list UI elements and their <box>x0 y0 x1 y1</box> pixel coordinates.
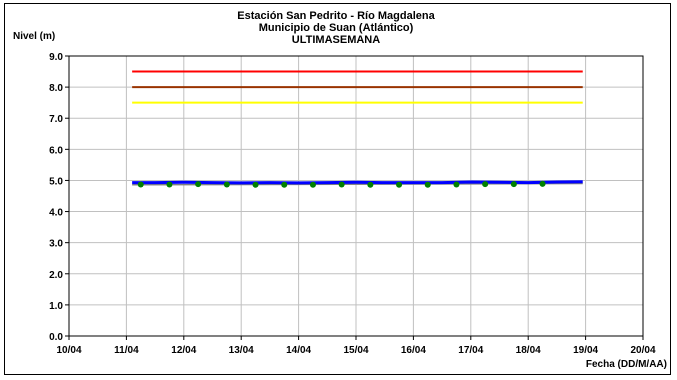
series-1-point-7 <box>338 181 345 188</box>
y-ticks: 0.0 1.0 2.0 3.0 4.0 5.0 6.0 7.0 8.0 9.0 <box>49 52 69 343</box>
x-tick-label-0: 10/04 <box>56 345 81 356</box>
x-tick-label-7: 17/04 <box>458 345 483 356</box>
x-tick-label-5: 15/04 <box>343 345 368 356</box>
x-ticks: 10/04 11/04 12/04 13/04 14/04 15/04 16/04 17/04… <box>56 336 656 356</box>
y-axis-label: Nivel (m) <box>13 31 55 42</box>
series-1-point-10 <box>424 181 431 188</box>
x-tick-label-9: 19/04 <box>573 345 598 356</box>
chart-frame: Estación San Pedrito - Río Magdalena Mun… <box>4 3 671 375</box>
series-1-point-14 <box>539 180 546 187</box>
series-1-point-1 <box>166 181 173 188</box>
y-tick-label-5: 5.0 <box>49 176 63 187</box>
series-1-point-8 <box>367 181 374 188</box>
x-tick-label-3: 13/04 <box>229 345 254 356</box>
series-1-point-13 <box>510 181 517 188</box>
series-1-point-0 <box>137 181 144 188</box>
chart-title-line-2: Municipio de Suan (Atlántico) <box>259 22 414 34</box>
level-chart: Estación San Pedrito - Río Magdalena Mun… <box>13 10 667 370</box>
series-1-point-11 <box>453 181 460 188</box>
series-1-point-4 <box>252 181 259 188</box>
y-tick-label-0: 0.0 <box>49 332 63 343</box>
chart-marks <box>132 70 583 188</box>
x-axis-label: Fecha (DD/M/AA) <box>586 359 667 370</box>
series-1-point-6 <box>309 181 316 188</box>
chart-title-line-3: ULTIMASEMANA <box>292 34 380 46</box>
series-1-point-2 <box>195 181 202 188</box>
series-1-point-3 <box>223 181 230 188</box>
y-tick-label-4: 4.0 <box>49 208 63 219</box>
series-line-0 <box>132 180 583 185</box>
y-tick-label-1: 1.0 <box>49 301 63 312</box>
y-tick-label-7: 7.0 <box>49 114 63 125</box>
series-1-point-5 <box>281 181 288 188</box>
grid <box>69 56 643 336</box>
series-1-point-12 <box>482 181 489 188</box>
x-tick-label-6: 16/04 <box>401 345 426 356</box>
series-1-point-9 <box>396 181 403 188</box>
y-tick-label-8: 8.0 <box>49 83 63 94</box>
y-tick-label-9: 9.0 <box>49 52 63 63</box>
plot-area <box>68 55 644 337</box>
x-tick-label-8: 18/04 <box>516 345 541 356</box>
x-tick-label-2: 12/04 <box>171 345 196 356</box>
y-tick-label-2: 2.0 <box>49 270 63 281</box>
x-tick-label-1: 11/04 <box>114 345 139 356</box>
x-tick-label-10: 20/04 <box>630 345 655 356</box>
x-tick-label-4: 14/04 <box>286 345 311 356</box>
y-tick-label-3: 3.0 <box>49 239 63 250</box>
chart-title-line-1: Estación San Pedrito - Río Magdalena <box>237 10 435 22</box>
y-tick-label-6: 6.0 <box>49 145 63 156</box>
